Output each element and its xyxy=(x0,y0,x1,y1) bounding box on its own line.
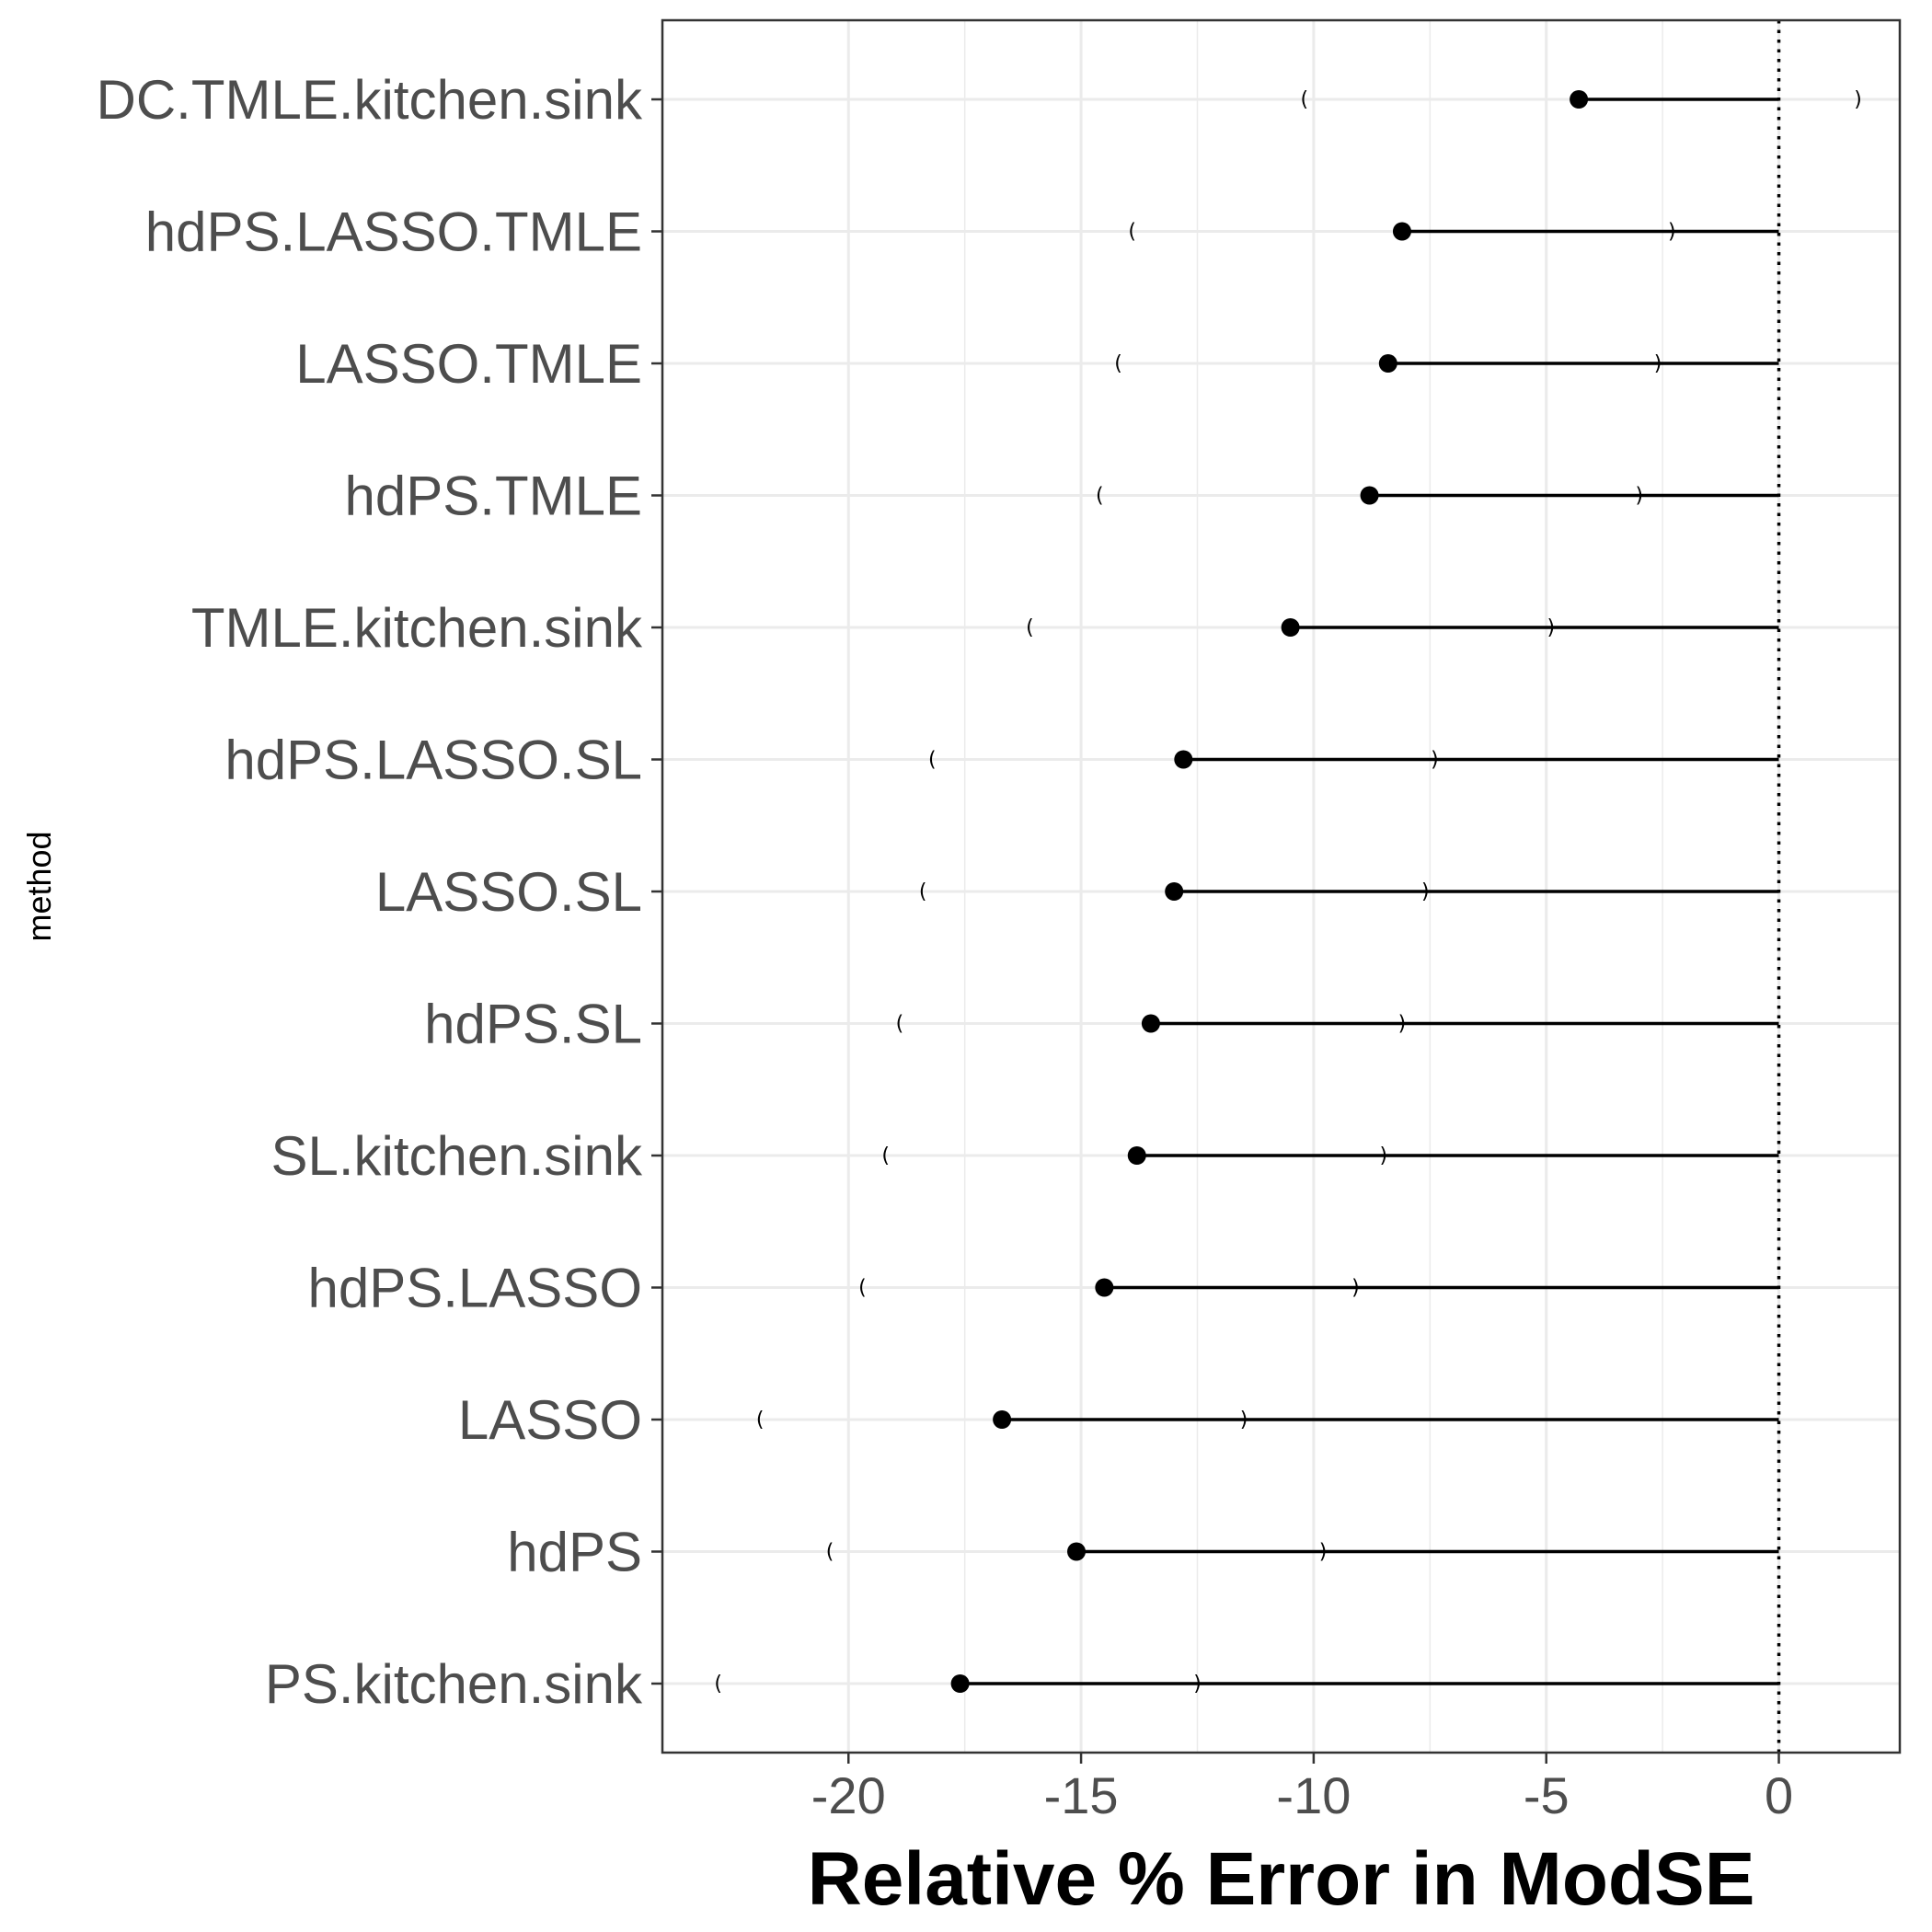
ci-lower-mark: ( xyxy=(1300,88,1308,111)
y-tick-label: hdPS.LASSO xyxy=(307,1258,642,1319)
ci-lower-mark: ( xyxy=(881,1144,890,1167)
ci-lower-mark: ( xyxy=(858,1277,867,1300)
ci-lower-mark: ( xyxy=(896,1013,904,1036)
data-point xyxy=(1067,1542,1087,1561)
x-tick-label: -5 xyxy=(1524,1766,1570,1824)
ci-upper-mark: ) xyxy=(1240,1409,1248,1432)
ci-upper-mark: ) xyxy=(1636,485,1644,508)
ci-upper-mark: ) xyxy=(1379,1144,1387,1167)
y-tick-label: hdPS.LASSO.TMLE xyxy=(145,201,642,263)
data-point xyxy=(1174,750,1193,769)
ci-lower-mark: ( xyxy=(1026,616,1034,639)
data-point xyxy=(993,1410,1012,1429)
ci-upper-mark: ) xyxy=(1654,352,1662,375)
data-point xyxy=(1127,1146,1146,1165)
data-point xyxy=(1141,1014,1160,1033)
ci-lower-mark: ( xyxy=(1128,221,1136,244)
ci-upper-mark: ) xyxy=(1547,616,1555,639)
ci-upper-mark: ) xyxy=(1351,1277,1360,1300)
data-point xyxy=(1281,618,1300,637)
marks-layer: () () () () () () () () () () () () () xyxy=(714,20,1862,1753)
data-point xyxy=(1360,486,1379,505)
y-tick-label: hdPS.SL xyxy=(424,994,642,1055)
ci-lower-mark: ( xyxy=(1114,352,1122,375)
x-tick-label: -10 xyxy=(1276,1766,1351,1824)
ci-upper-mark: ) xyxy=(1854,88,1862,111)
grid-layer xyxy=(662,20,1900,1753)
data-point xyxy=(1165,882,1184,901)
ci-lower-mark: ( xyxy=(919,880,927,903)
data-point xyxy=(1095,1278,1114,1297)
y-axis-title: method xyxy=(20,831,58,941)
y-tick-label: LASSO xyxy=(458,1389,642,1451)
y-tick-label: hdPS.LASSO.SL xyxy=(224,730,642,791)
data-point xyxy=(1392,222,1411,241)
y-tick-label: LASSO.TMLE xyxy=(295,333,642,395)
ci-lower-mark: ( xyxy=(1096,485,1104,508)
y-tick-label: hdPS.TMLE xyxy=(345,466,642,527)
y-tick-label: PS.kitchen.sink xyxy=(265,1653,643,1715)
y-tick-label: SL.kitchen.sink xyxy=(270,1125,643,1187)
x-axis-title: Relative % Error in ModSE xyxy=(808,1837,1755,1921)
x-tick-label: 0 xyxy=(1765,1766,1793,1824)
ci-upper-mark: ) xyxy=(1668,221,1676,244)
ci-lower-mark: ( xyxy=(826,1541,834,1564)
ci-lower-mark: ( xyxy=(756,1409,765,1432)
y-tick-label: DC.TMLE.kitchen.sink xyxy=(97,69,643,131)
ci-upper-mark: ) xyxy=(1431,749,1439,772)
y-tick-label: TMLE.kitchen.sink xyxy=(191,597,643,659)
ci-lower-mark: ( xyxy=(928,749,937,772)
y-tick-label: hdPS xyxy=(507,1522,642,1583)
panel-border xyxy=(661,18,1902,1754)
ci-upper-mark: ) xyxy=(1398,1013,1407,1036)
ci-upper-mark: ) xyxy=(1319,1541,1328,1564)
ci-upper-mark: ) xyxy=(1193,1673,1202,1696)
axis-layer: DC.TMLE.kitchen.sink hdPS.LASSO.TMLE LASSO… xyxy=(97,69,1794,1824)
data-point xyxy=(1378,354,1397,373)
y-tick-label: LASSO.SL xyxy=(375,861,642,923)
ci-lower-mark: ( xyxy=(714,1673,722,1696)
x-tick-label: -15 xyxy=(1044,1766,1119,1824)
data-point xyxy=(1570,90,1589,109)
x-tick-label: -20 xyxy=(811,1766,886,1824)
ci-upper-mark: ) xyxy=(1421,880,1430,903)
data-point xyxy=(950,1674,970,1693)
